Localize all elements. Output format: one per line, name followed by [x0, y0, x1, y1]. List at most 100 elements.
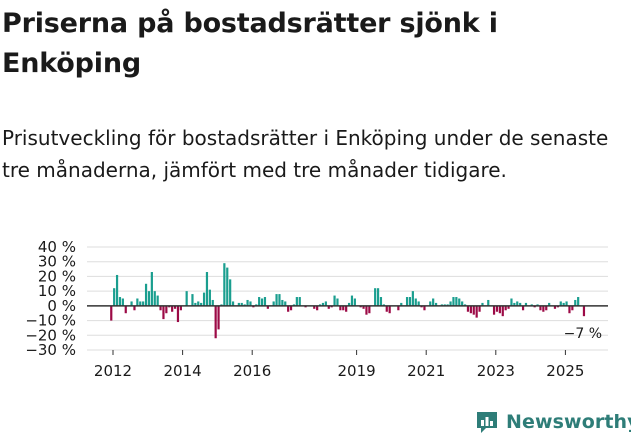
bar	[223, 263, 226, 306]
bar	[263, 297, 267, 306]
bar	[582, 305, 586, 317]
bar	[179, 305, 182, 311]
bar	[289, 305, 293, 311]
bar	[173, 305, 177, 309]
bar	[562, 302, 565, 306]
bar	[211, 299, 214, 306]
gridlines	[87, 246, 608, 351]
bar	[171, 305, 174, 312]
bar	[324, 301, 327, 306]
bar	[194, 302, 197, 306]
y-tick-label: −10 %	[25, 312, 76, 330]
bar	[333, 295, 336, 306]
bar	[156, 295, 159, 306]
bar	[559, 301, 562, 306]
bar	[368, 305, 371, 314]
bar	[208, 289, 211, 306]
bar	[197, 301, 200, 306]
bar	[316, 305, 319, 311]
x-tick-label: 2016	[233, 362, 271, 380]
y-tick-label: 0 %	[47, 297, 76, 315]
bar	[327, 305, 330, 309]
bar	[321, 302, 325, 306]
bar	[429, 301, 432, 306]
bar	[452, 297, 455, 306]
x-tick-label: 2023	[477, 362, 515, 380]
bar	[461, 301, 464, 306]
bar	[577, 297, 580, 306]
bar	[139, 301, 142, 306]
x-tick-label: 2012	[94, 362, 132, 380]
bar	[374, 288, 377, 306]
bar	[449, 301, 452, 306]
chart-title: Priserna på bostadsrätter sjönk i Enköpi…	[2, 8, 498, 79]
bar	[237, 302, 240, 306]
bar	[510, 298, 513, 306]
bar	[548, 302, 551, 306]
bar	[153, 291, 156, 306]
bar	[521, 305, 525, 311]
bar	[411, 291, 414, 306]
x-axis-ticks: 2012 2014 2016 2019 2021 2023 2025	[94, 350, 584, 380]
bar	[434, 302, 438, 306]
bar	[159, 305, 162, 311]
bar	[455, 297, 458, 306]
bar	[568, 305, 571, 314]
bar	[191, 294, 194, 306]
bar	[492, 305, 496, 315]
bar	[495, 305, 499, 312]
bar	[342, 305, 345, 311]
bar	[345, 305, 348, 312]
bar	[481, 302, 484, 306]
bar	[115, 274, 119, 306]
bar	[275, 294, 278, 306]
bar	[539, 305, 542, 311]
bar	[339, 305, 342, 311]
bar	[229, 279, 232, 306]
bar	[432, 298, 435, 306]
bar	[162, 305, 165, 320]
y-tick-label: −30 %	[25, 341, 76, 359]
bar	[478, 305, 481, 312]
bar	[133, 305, 136, 311]
bar	[130, 301, 133, 306]
bar	[379, 297, 383, 306]
bar	[147, 291, 151, 306]
bar	[362, 305, 365, 309]
bar	[565, 301, 568, 306]
bar	[113, 288, 116, 306]
x-tick-label: 2014	[164, 362, 202, 380]
bar	[110, 305, 113, 321]
bar	[287, 305, 290, 312]
bar	[226, 267, 229, 306]
bar	[571, 305, 574, 311]
bar	[501, 305, 504, 317]
bar	[144, 283, 148, 306]
bar	[278, 294, 281, 306]
chart-subtitle: Prisutveckling för bostadsrätter i Enköp…	[2, 126, 609, 182]
bar	[487, 299, 490, 306]
bar	[121, 298, 124, 306]
bar	[260, 298, 264, 306]
bar	[272, 301, 275, 306]
x-tick-label: 2019	[338, 362, 376, 380]
last-value-label: −7 %	[564, 326, 602, 342]
bar	[516, 301, 519, 306]
bar	[385, 305, 388, 312]
bar	[214, 305, 217, 339]
bar	[504, 305, 507, 311]
brand-name: Newsworthy	[506, 411, 631, 433]
bar	[365, 305, 368, 315]
bar	[553, 305, 557, 309]
bar	[246, 299, 249, 306]
bar	[545, 305, 548, 311]
bar	[423, 305, 426, 311]
bar	[266, 305, 269, 309]
y-axis-ticks: 40 %30 %20 %10 %0 %−10 %−20 %−30 %	[25, 238, 76, 359]
bar	[295, 297, 298, 306]
bar	[458, 298, 461, 306]
bar	[217, 305, 220, 330]
brand-logo: Newsworthy	[474, 406, 631, 438]
x-tick-label: 2025	[546, 362, 584, 380]
